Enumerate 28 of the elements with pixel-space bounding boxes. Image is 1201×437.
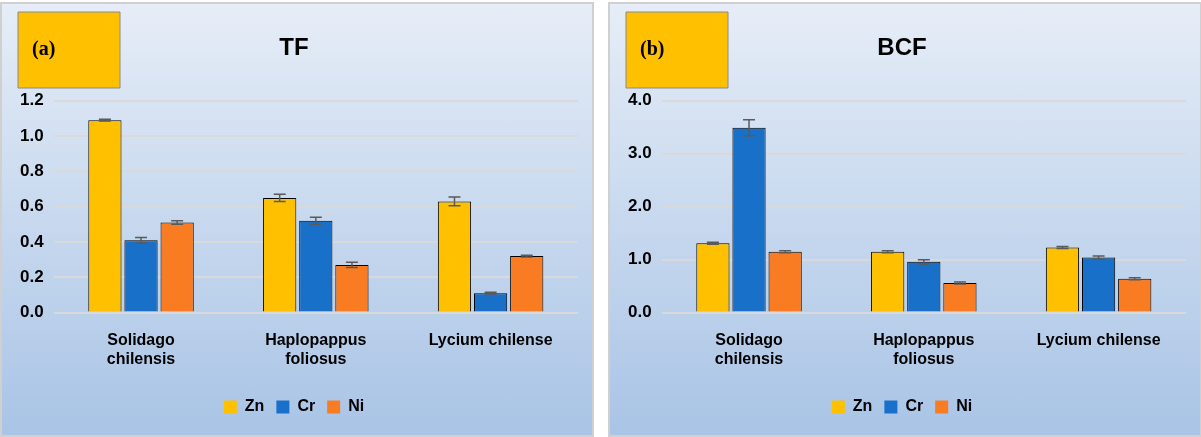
y-tick-label: 1.0 <box>19 125 44 145</box>
y-tick-label: 4.0 <box>627 90 652 110</box>
x-tick-label: Lycium chilense <box>1036 330 1161 348</box>
y-tick-label: 1.0 <box>627 249 652 269</box>
x-tick-label: Haplopappus foliosus <box>873 330 975 367</box>
y-tick-label: 1.2 <box>19 90 44 110</box>
chart-title: TF <box>279 33 309 61</box>
x-tick-label: Solidago chilensis <box>714 330 784 367</box>
x-tick-label: Haplopappus foliosus <box>265 330 367 367</box>
legend-label: Zn <box>852 397 873 415</box>
chart-title: BCF <box>877 33 927 61</box>
legend-label: Cr <box>905 397 924 415</box>
legend-label: Ni <box>348 397 365 415</box>
y-tick-label: 0.0 <box>627 302 652 322</box>
legend-label: Zn <box>244 397 265 415</box>
text: (a) <box>32 37 56 61</box>
legend-label: Ni <box>956 397 973 415</box>
y-tick-label: 0.2 <box>19 266 44 286</box>
y-tick-label: 0.8 <box>19 161 44 181</box>
y-tick-label: 3.0 <box>627 143 652 163</box>
y-tick-label: 0.0 <box>19 302 44 322</box>
x-tick-label: Solidago chilensis <box>106 330 176 367</box>
y-tick-label: 0.6 <box>19 196 44 216</box>
y-tick-label: 2.0 <box>627 196 652 216</box>
legend-label: Cr <box>297 397 316 415</box>
y-tick-label: 0.4 <box>19 231 45 251</box>
x-tick-label: Lycium chilense <box>428 330 553 348</box>
text: (b) <box>640 37 665 61</box>
